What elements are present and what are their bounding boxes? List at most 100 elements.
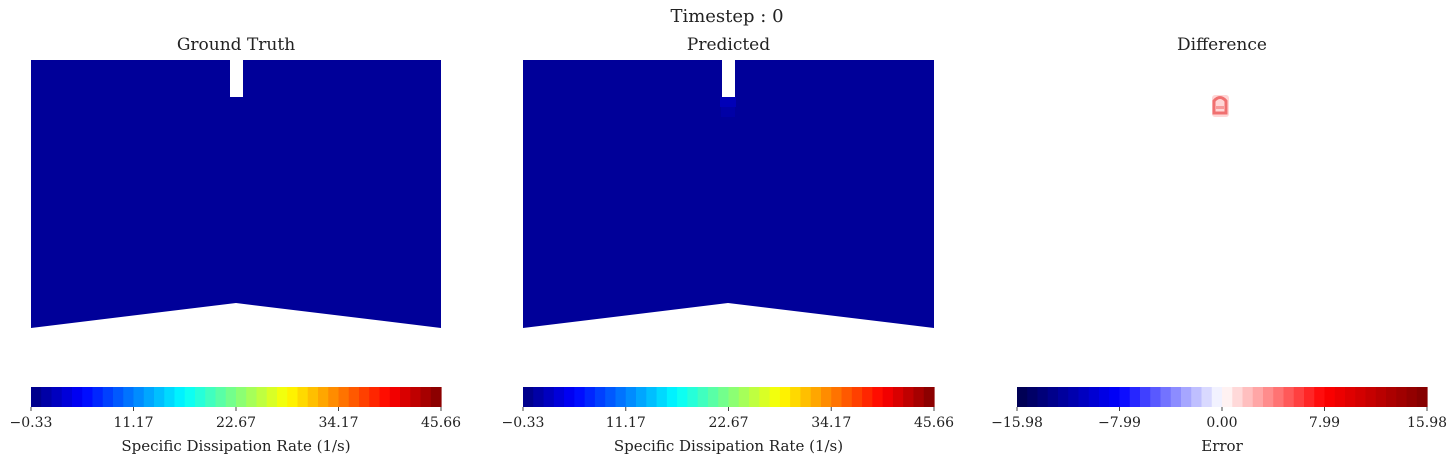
colorbar-segment <box>1263 387 1274 407</box>
colorbar-segment <box>82 387 94 407</box>
colorbar-segment <box>400 387 411 407</box>
colorbar-segment <box>1406 387 1418 407</box>
colorbar-segment <box>369 387 381 407</box>
colorbar-segment <box>236 387 247 407</box>
colorbar-segment <box>1232 387 1244 407</box>
colorbar-segment <box>1242 387 1254 407</box>
colorbar-segment <box>790 387 802 407</box>
colorbar-segment <box>410 387 422 407</box>
colorbar-segment <box>348 387 360 407</box>
colorbar-segment <box>810 387 822 407</box>
colorbar-segment <box>1355 387 1367 407</box>
colorbar-segment <box>851 387 863 407</box>
colorbar-segment <box>882 387 894 407</box>
colorbar-tick-label: −0.33 <box>10 415 53 431</box>
colorbar-segment <box>1119 387 1131 407</box>
colorbar-segment <box>872 387 884 407</box>
colorbar-segment <box>1211 387 1223 407</box>
colorbar-segment <box>1099 387 1110 407</box>
colorbar-segment <box>1037 387 1049 407</box>
colorbar-segment <box>769 387 781 407</box>
colorbar-segment <box>605 387 617 407</box>
colorbar-segment <box>564 387 575 407</box>
colorbar-segment <box>102 387 114 407</box>
colorbar-segment <box>287 387 299 407</box>
colorbar-label-ground-truth: Specific Dissipation Rate (1/s) <box>121 437 351 455</box>
colorbar-segment <box>41 387 53 407</box>
colorbar-segment <box>277 387 288 407</box>
figure-title: Timestep : 0 <box>670 6 784 27</box>
colorbar-tick-label: −15.98 <box>991 415 1043 431</box>
colorbar-segment <box>820 387 832 407</box>
colorbar-segment <box>1088 387 1100 407</box>
colorbar-segment <box>195 387 206 407</box>
colorbar-segment <box>1273 387 1285 407</box>
colorbar-segment <box>759 387 771 407</box>
colorbar-segment <box>677 387 689 407</box>
colorbar-segment <box>225 387 237 407</box>
colorbar-segment <box>738 387 750 407</box>
colorbar-segment <box>1345 387 1356 407</box>
colorbar-segment <box>749 387 760 407</box>
colorbar-segment <box>543 387 555 407</box>
colorbar-segment <box>718 387 730 407</box>
colorbar-segment <box>1283 387 1295 407</box>
colorbar-segment <box>666 387 678 407</box>
colorbar-segment <box>1109 387 1121 407</box>
colorbar-segment <box>338 387 350 407</box>
colorbar-segment <box>892 387 904 407</box>
colorbar-segment <box>1129 387 1141 407</box>
colorbar-segment <box>246 387 258 407</box>
colorbar-segment <box>1068 387 1080 407</box>
colorbar-segment <box>328 387 340 407</box>
colorbar-segment <box>113 387 124 407</box>
colorbar-label-predicted: Specific Dissipation Rate (1/s) <box>613 437 844 455</box>
colorbar-segment <box>553 387 565 407</box>
colorbar-segment <box>1252 387 1264 407</box>
colorbar-segment <box>574 387 586 407</box>
colorbar-segment <box>205 387 217 407</box>
colorbar-tick-label: 11.17 <box>113 415 153 431</box>
colorbar-segment <box>533 387 545 407</box>
colorbar-tick-label: 22.67 <box>708 415 748 431</box>
colorbar-segment <box>903 387 915 407</box>
colorbar-segment <box>1058 387 1069 407</box>
colorbar-segment <box>1304 387 1315 407</box>
ground-truth-field <box>31 60 441 328</box>
colorbar-tick-label: −7.99 <box>1098 415 1141 431</box>
colorbar-segment <box>728 387 740 407</box>
colorbar-segment <box>923 387 935 407</box>
colorbar-tick-label: 15.98 <box>1407 415 1447 431</box>
colorbar-segment <box>1201 387 1213 407</box>
colorbar-segment <box>215 387 227 407</box>
colorbar-tick-label: 0.00 <box>1206 415 1237 431</box>
colorbar-segment <box>1416 387 1428 407</box>
colorbar-segment <box>359 387 370 407</box>
colorbar-segment <box>51 387 63 407</box>
colorbar-segment <box>133 387 145 407</box>
panel-title-difference: Difference <box>1177 35 1267 55</box>
colorbar-segment <box>1017 387 1028 407</box>
colorbar-segment <box>584 387 596 407</box>
predicted-inlet-artifact <box>720 97 736 107</box>
colorbar-segment <box>1396 387 1408 407</box>
colorbar-segment <box>1386 387 1397 407</box>
colorbar-tick-label: −0.33 <box>502 415 545 431</box>
colorbar-label-difference: Error <box>1201 437 1243 455</box>
colorbar-segment <box>800 387 812 407</box>
colorbar-segment <box>1181 387 1192 407</box>
colorbar-segment <box>831 387 843 407</box>
colorbar-segment <box>61 387 73 407</box>
colorbar-segment <box>307 387 319 407</box>
colorbar-segment <box>1078 387 1090 407</box>
colorbar-segment <box>266 387 278 407</box>
colorbar-tick-label: 34.17 <box>811 415 851 431</box>
difference-field <box>1212 95 1229 117</box>
colorbar-segment <box>154 387 165 407</box>
colorbar-segment <box>420 387 432 407</box>
colorbar-segment <box>1150 387 1162 407</box>
colorbar-segment <box>1324 387 1336 407</box>
colorbar-segment <box>707 387 719 407</box>
colorbar-segment <box>184 387 196 407</box>
